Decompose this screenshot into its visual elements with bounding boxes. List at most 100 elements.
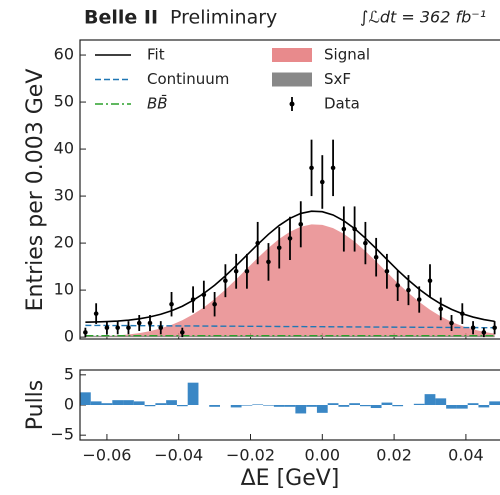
data-point (276, 245, 282, 251)
pull-bar (489, 401, 500, 405)
pull-bar (295, 405, 307, 414)
data-point (83, 330, 88, 335)
pull-bar (338, 405, 350, 407)
data-point (180, 330, 185, 335)
data-point (481, 330, 487, 335)
pull-bar (112, 400, 124, 405)
x-tick-label: 0.02 (376, 446, 412, 465)
pull-bar (424, 394, 436, 405)
pull-bar (370, 405, 382, 409)
y-tick-label: 40 (54, 139, 74, 158)
area (85, 224, 495, 338)
data-point (223, 278, 228, 284)
data-point (416, 297, 422, 302)
x-tick-label: −0.04 (154, 446, 203, 465)
pull-bar (435, 398, 447, 405)
pull-bar (230, 405, 242, 408)
pull-bar (284, 405, 296, 407)
pull-bar (176, 405, 188, 407)
data-point (309, 165, 314, 171)
data-point (115, 325, 120, 331)
title: Belle II (84, 7, 158, 29)
pull-bar (456, 405, 468, 409)
data-point (169, 301, 174, 307)
pull-bar (133, 401, 145, 405)
data-point (136, 320, 142, 326)
data-point (373, 254, 379, 260)
frame (79, 369, 500, 441)
legend-label: Continuum (147, 70, 229, 88)
luminosity: ∫ℒdt = 362 fb⁻¹ (360, 8, 486, 27)
pull-bar (209, 405, 220, 407)
x-tick-label: −0.02 (226, 446, 275, 465)
frame (79, 39, 500, 340)
data-point (244, 269, 250, 274)
x-tick-label: 0.04 (448, 446, 484, 465)
pull-bar (166, 400, 177, 405)
pull-bar (241, 405, 253, 406)
pull-bar (101, 403, 113, 405)
pull-bar (467, 403, 479, 405)
y-tick-label: 50 (54, 92, 74, 111)
pull-bar (306, 405, 317, 407)
data-point (470, 325, 476, 331)
pull-bar (349, 403, 360, 405)
y-tick-label: 0 (64, 327, 74, 346)
data-point (158, 325, 164, 331)
pull-bar (381, 402, 393, 405)
data-point (395, 283, 400, 288)
y-tick-label: 30 (54, 186, 74, 205)
legend-label: Data (324, 95, 360, 113)
pull-bar (413, 403, 425, 405)
data-point (449, 320, 454, 326)
legend-swatch (272, 48, 312, 62)
data-point (126, 325, 131, 331)
y-tick-label: 60 (54, 45, 74, 64)
pull-bar (187, 382, 199, 405)
legend-label: Signal (324, 46, 370, 64)
data-point (384, 269, 390, 274)
pull-bar (316, 405, 328, 413)
y-tick-label: 0 (64, 395, 74, 414)
legend-label: BB̄ (147, 94, 168, 113)
data-point (201, 292, 207, 298)
pull-bar (392, 405, 404, 407)
pull-bar (144, 405, 156, 407)
data-point (341, 226, 347, 232)
legend-swatch (272, 72, 312, 87)
pull-bar (252, 404, 264, 405)
pull-bar (446, 405, 457, 409)
data-point (460, 311, 465, 316)
pull-bar (263, 405, 274, 406)
data-point (212, 301, 217, 307)
data-point (190, 297, 196, 302)
data-point (104, 325, 110, 331)
data-point (298, 221, 304, 227)
pull-bar (123, 400, 134, 405)
data-point (320, 179, 325, 185)
curve (85, 324, 495, 329)
x-tick-label: 0.00 (304, 446, 340, 465)
data-point (93, 311, 99, 316)
data-point (233, 269, 239, 274)
data-point (427, 278, 433, 284)
y-tick-label: 20 (54, 233, 74, 252)
y-tick-label: −5 (50, 425, 74, 444)
data-point (330, 165, 336, 171)
data-point (352, 226, 357, 232)
pulls-axis-label: Pulls (23, 380, 48, 431)
pull-bar (360, 405, 371, 407)
y-tick-label: 10 (54, 280, 74, 299)
data-point (363, 240, 368, 246)
data-point (492, 325, 497, 331)
data-point (147, 320, 153, 326)
x-tick-label: −0.06 (82, 446, 131, 465)
pull-bar (80, 392, 91, 405)
data-point (266, 259, 271, 265)
data-point (438, 306, 444, 312)
pull-bar (273, 405, 285, 407)
y-axis-label: Entries per 0.003 GeV (23, 69, 48, 312)
data-point (255, 240, 260, 246)
